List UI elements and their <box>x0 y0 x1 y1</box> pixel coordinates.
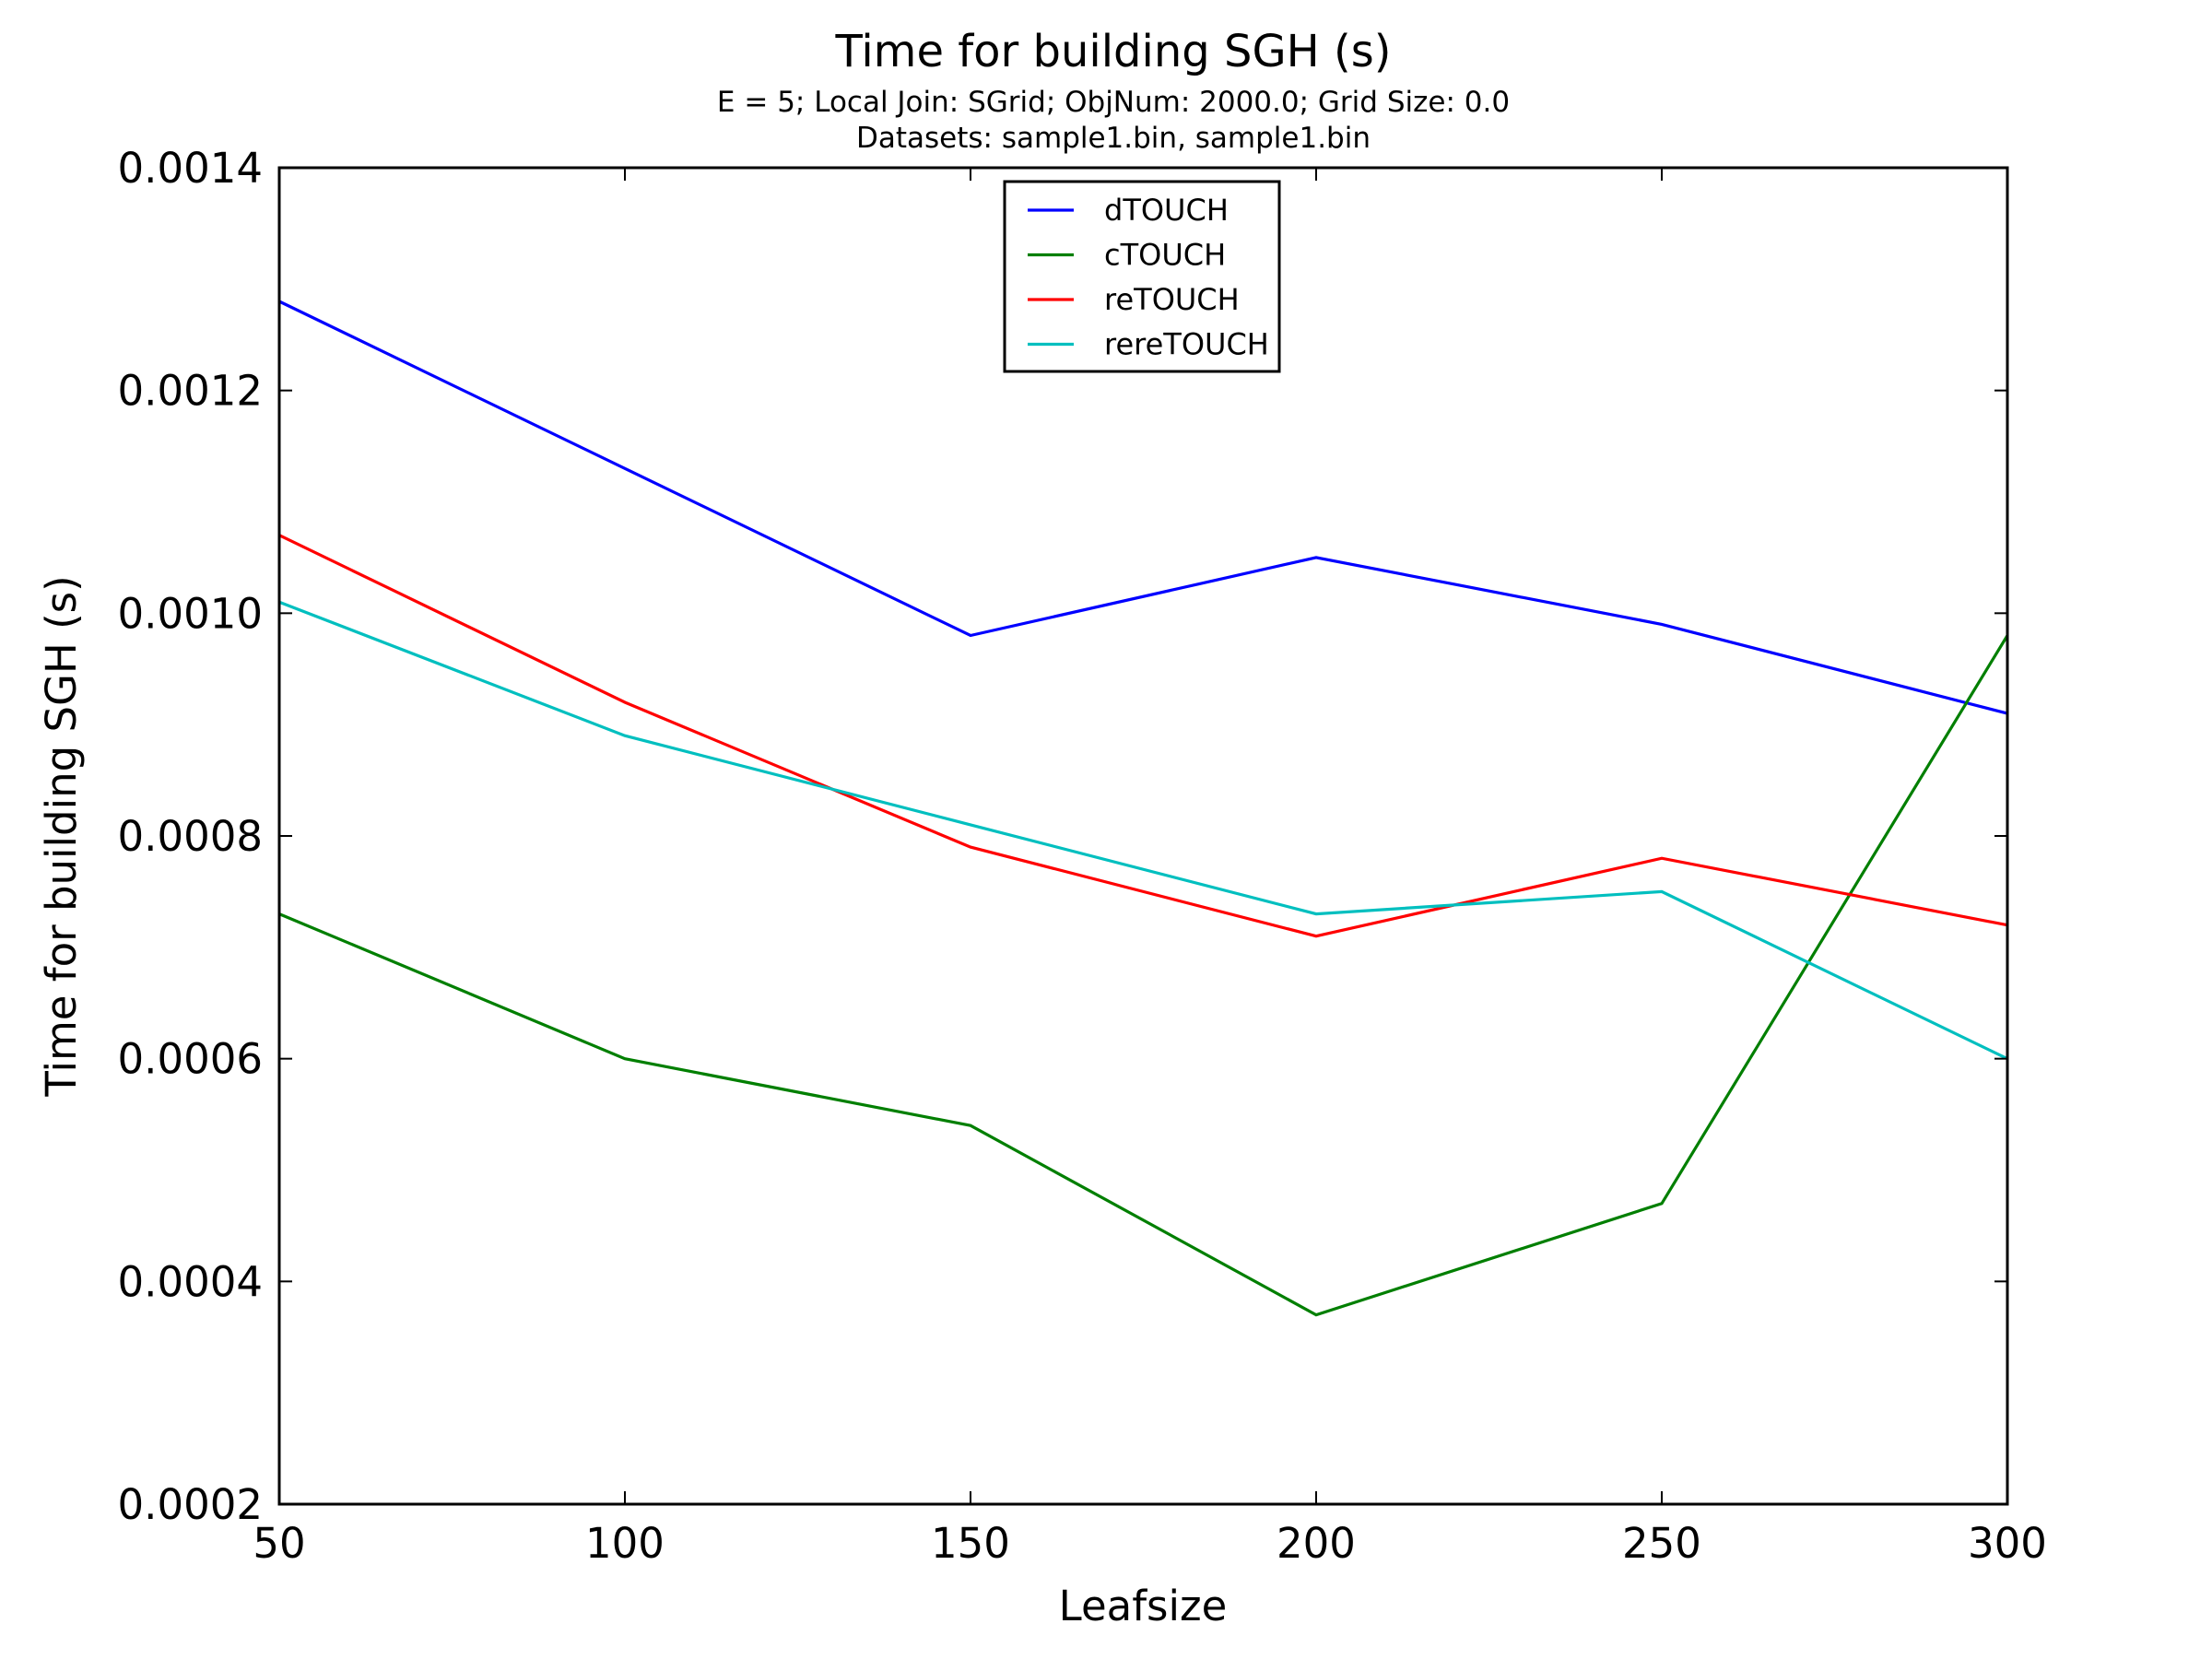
data-point-rereTOUCH <box>1660 890 1664 893</box>
data-point-reTOUCH <box>969 845 972 849</box>
x-tick-label: 200 <box>1277 1519 1356 1568</box>
y-tick-label: 0.0014 <box>118 144 263 193</box>
data-point-dTOUCH <box>623 467 627 470</box>
y-tick-label: 0.0008 <box>118 812 263 861</box>
series-line-cTOUCH <box>278 634 2009 1317</box>
data-point-cTOUCH <box>1660 1202 1664 1205</box>
data-point-dTOUCH <box>1314 556 1318 559</box>
x-tick-label: 50 <box>253 1519 305 1568</box>
x-tick-label: 300 <box>1968 1519 2047 1568</box>
data-point-cTOUCH <box>969 1124 972 1127</box>
series-line-reTOUCH <box>278 534 2008 938</box>
legend-label-rereTOUCH: rereTOUCH <box>1104 327 1269 362</box>
data-point-cTOUCH <box>623 1057 627 1060</box>
legend-label-reTOUCH: reTOUCH <box>1104 282 1240 317</box>
data-point-dTOUCH <box>1660 623 1664 626</box>
x-axis-label: Leafsize <box>1059 1582 1228 1630</box>
legend-label-cTOUCH: cTOUCH <box>1104 238 1226 273</box>
data-point-reTOUCH <box>623 700 627 704</box>
chart-subtitle-line-2: Datasets: sample1.bin, sample1.bin <box>856 122 1371 155</box>
chart-subtitle-line-1: E = 5; Local Join: SGrid; ObjNum: 2000.0… <box>717 86 1510 119</box>
y-tick-label: 0.0002 <box>118 1480 263 1529</box>
data-point-cTOUCH <box>1314 1313 1318 1316</box>
series-layer <box>277 300 2009 1317</box>
legend: dTOUCH cTOUCH reTOUCH rereTOUCH <box>1003 180 1281 373</box>
x-tick-label: 250 <box>1622 1519 1701 1568</box>
x-tick-label: 100 <box>585 1519 665 1568</box>
y-axis-label: Time for building SGH (s) <box>37 575 86 1097</box>
data-point-rereTOUCH <box>623 735 627 737</box>
y-tick-label: 0.0004 <box>118 1257 263 1306</box>
y-tick-label: 0.0010 <box>118 589 263 638</box>
data-point-rereTOUCH <box>1314 912 1318 915</box>
series-line-rereTOUCH <box>278 600 2008 1061</box>
series-line-dTOUCH <box>278 300 2008 715</box>
data-point-dTOUCH <box>969 634 972 637</box>
chart-title: Time for building SGH (s) <box>835 26 1392 77</box>
data-point-rereTOUCH <box>969 823 972 827</box>
legend-label-dTOUCH: dTOUCH <box>1104 193 1229 228</box>
tick-layer: 50 100 150 200 250 300 0.0002 0.0004 0.0006 0.000… <box>118 144 2047 1568</box>
x-tick-label: 150 <box>931 1519 1010 1568</box>
y-tick-label: 0.0012 <box>118 367 263 416</box>
legend-frame <box>1003 180 1281 373</box>
y-tick-label: 0.0006 <box>118 1035 263 1084</box>
data-point-reTOUCH <box>1314 935 1318 937</box>
data-point-reTOUCH <box>1660 856 1664 860</box>
